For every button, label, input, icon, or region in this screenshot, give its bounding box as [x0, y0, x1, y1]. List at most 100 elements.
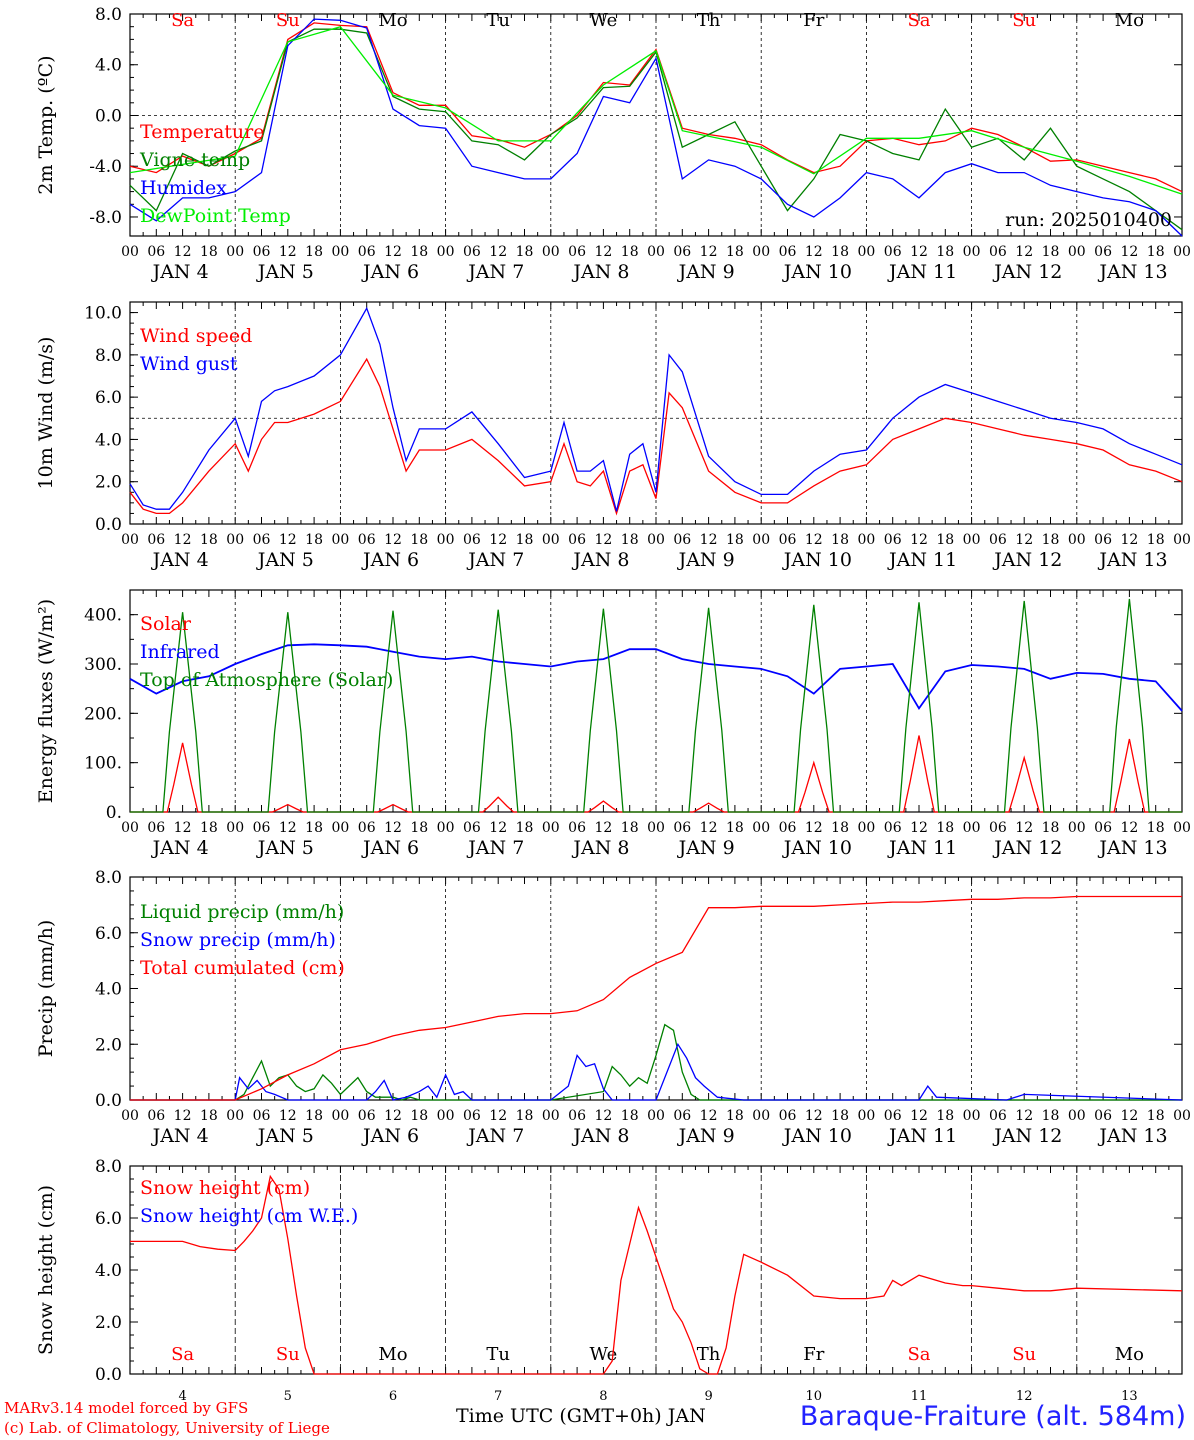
energy-hour-label: 06 — [1094, 820, 1112, 836]
energy-hour-label: 12 — [1120, 820, 1138, 836]
energy-legend-entry: Infrared — [140, 641, 220, 663]
energy-hour-label: 12 — [174, 820, 192, 836]
energy-hour-label: 12 — [1015, 820, 1033, 836]
snow-y-tick-label: 0.0 — [95, 1365, 122, 1385]
snow-day-number: 10 — [806, 1389, 823, 1404]
temp-weekday-label: Mo — [1115, 10, 1144, 31]
precip-series-snow-precip-mm-h- — [130, 1042, 1183, 1101]
wind-date-label: JAN 9 — [677, 549, 735, 571]
wind-hour-label: 00 — [331, 532, 349, 548]
temp-hour-label: 12 — [1015, 244, 1033, 260]
temp-hour-label: 06 — [884, 244, 902, 260]
wind-hour-label: 18 — [621, 532, 639, 548]
wind-hour-label: 00 — [437, 532, 455, 548]
wind-hour-label: 00 — [1173, 532, 1191, 548]
wind-hour-label: 00 — [226, 532, 244, 548]
wind-y-tick-label: 4.0 — [95, 430, 122, 450]
wind-hour-label: 18 — [936, 532, 954, 548]
wind-hour-label: 06 — [568, 532, 586, 548]
wind-hour-label: 18 — [831, 532, 849, 548]
temp-date-label: JAN 8 — [571, 261, 629, 283]
wind-date-label: JAN 8 — [571, 549, 629, 571]
precip-hour-label: 12 — [384, 1108, 402, 1124]
snow-day-number: 12 — [1016, 1389, 1033, 1404]
model-credit: MARv3.14 model forced by GFS (c) Lab. of… — [4, 1398, 330, 1438]
temp-hour-label: 00 — [752, 244, 770, 260]
precip-y-tick-label: 8.0 — [95, 868, 122, 888]
precip-hour-label: 12 — [700, 1108, 718, 1124]
snow-legend-entry: Snow height (cm W.E.) — [140, 1205, 358, 1227]
energy-hour-label: 12 — [700, 820, 718, 836]
precip-hour-label: 06 — [463, 1108, 481, 1124]
energy-date-label: JAN 5 — [256, 837, 314, 859]
temp-hour-label: 12 — [1120, 244, 1138, 260]
precip-date-label: JAN 10 — [782, 1125, 852, 1147]
wind-series-wind-gust — [129, 306, 1183, 512]
temp-weekday-label: Sa — [171, 10, 194, 31]
wind-hour-label: 12 — [910, 532, 928, 548]
energy-legend-entry: Top of Atmosphere (Solar) — [140, 669, 393, 691]
snow-y-tick-label: 2.0 — [95, 1313, 122, 1333]
temp-weekday-label: Fr — [803, 10, 824, 31]
wind-date-label: JAN 5 — [256, 549, 314, 571]
energy-hour-label: 18 — [621, 820, 639, 836]
energy-hour-label: 06 — [253, 820, 271, 836]
temp-hour-label: 18 — [1042, 244, 1060, 260]
temp-hour-label: 00 — [1173, 244, 1191, 260]
wind-date-label: JAN 11 — [887, 549, 957, 571]
wind-y-tick-label: 10.0 — [84, 304, 122, 324]
energy-hour-label: 12 — [279, 820, 297, 836]
precip-date-label: JAN 4 — [151, 1125, 209, 1147]
precip-legend-entry: Snow precip (mm/h) — [140, 929, 336, 951]
precip-hour-label: 18 — [516, 1108, 534, 1124]
wind-legend-entry: Wind speed — [140, 325, 252, 347]
energy-hour-label: 12 — [384, 820, 402, 836]
wind-date-label: JAN 7 — [466, 549, 524, 571]
energy-date-label: JAN 10 — [782, 837, 852, 859]
wind-hour-label: 18 — [516, 532, 534, 548]
energy-hour-label: 00 — [647, 820, 665, 836]
energy-date-label: JAN 12 — [992, 837, 1062, 859]
wind-hour-label: 12 — [700, 532, 718, 548]
temp-hour-label: 00 — [331, 244, 349, 260]
temp-hour-label: 00 — [857, 244, 875, 260]
temp-hour-label: 00 — [963, 244, 981, 260]
precip-hour-label: 00 — [647, 1108, 665, 1124]
snow-day-number: 4 — [178, 1389, 186, 1404]
temp-y-axis-label: 2m Temp. (ºC) — [35, 55, 57, 194]
wind-hour-label: 06 — [779, 532, 797, 548]
temp-hour-label: 06 — [463, 244, 481, 260]
precip-hour-label: 00 — [121, 1108, 139, 1124]
meteogram: 8.0 4.0 0.0 -4.0 -8.0 2m Temp. (ºC) 00 06 12 18 00… — [35, 5, 1191, 1404]
precip-hour-label: 18 — [621, 1108, 639, 1124]
energy-date-label: JAN 13 — [1097, 837, 1167, 859]
wind-date-label: JAN 12 — [992, 549, 1062, 571]
wind-date-label: JAN 13 — [1097, 549, 1167, 571]
precip-hour-label: 00 — [1173, 1108, 1191, 1124]
temp-hour-label: 06 — [358, 244, 376, 260]
precip-hour-label: 18 — [831, 1108, 849, 1124]
temp-hour-label: 00 — [542, 244, 560, 260]
temp-legend-entry: Humidex — [140, 177, 227, 199]
temp-date-label: JAN 11 — [887, 261, 957, 283]
wind-hour-label: 06 — [884, 532, 902, 548]
precip-hour-label: 12 — [279, 1108, 297, 1124]
precip-hour-label: 00 — [437, 1108, 455, 1124]
precip-y-tick-label: 4.0 — [95, 980, 122, 1000]
energy-hour-label: 06 — [358, 820, 376, 836]
temp-hour-label: 12 — [279, 244, 297, 260]
wind-hour-label: 18 — [1147, 532, 1165, 548]
temp-hour-label: 06 — [1094, 244, 1112, 260]
wind-hour-label: 00 — [1068, 532, 1086, 548]
wind-hour-label: 00 — [542, 532, 560, 548]
temp-run-annotation: run: 2025010400 — [1005, 209, 1172, 231]
temp-hour-label: 12 — [384, 244, 402, 260]
energy-hour-label: 06 — [568, 820, 586, 836]
wind-hour-label: 12 — [1015, 532, 1033, 548]
temp-hour-label: 12 — [174, 244, 192, 260]
precip-hour-label: 12 — [1120, 1108, 1138, 1124]
temp-date-label: JAN 5 — [256, 261, 314, 283]
precip-hour-label: 06 — [358, 1108, 376, 1124]
energy-hour-label: 00 — [752, 820, 770, 836]
snow-day-number: 11 — [911, 1389, 928, 1404]
